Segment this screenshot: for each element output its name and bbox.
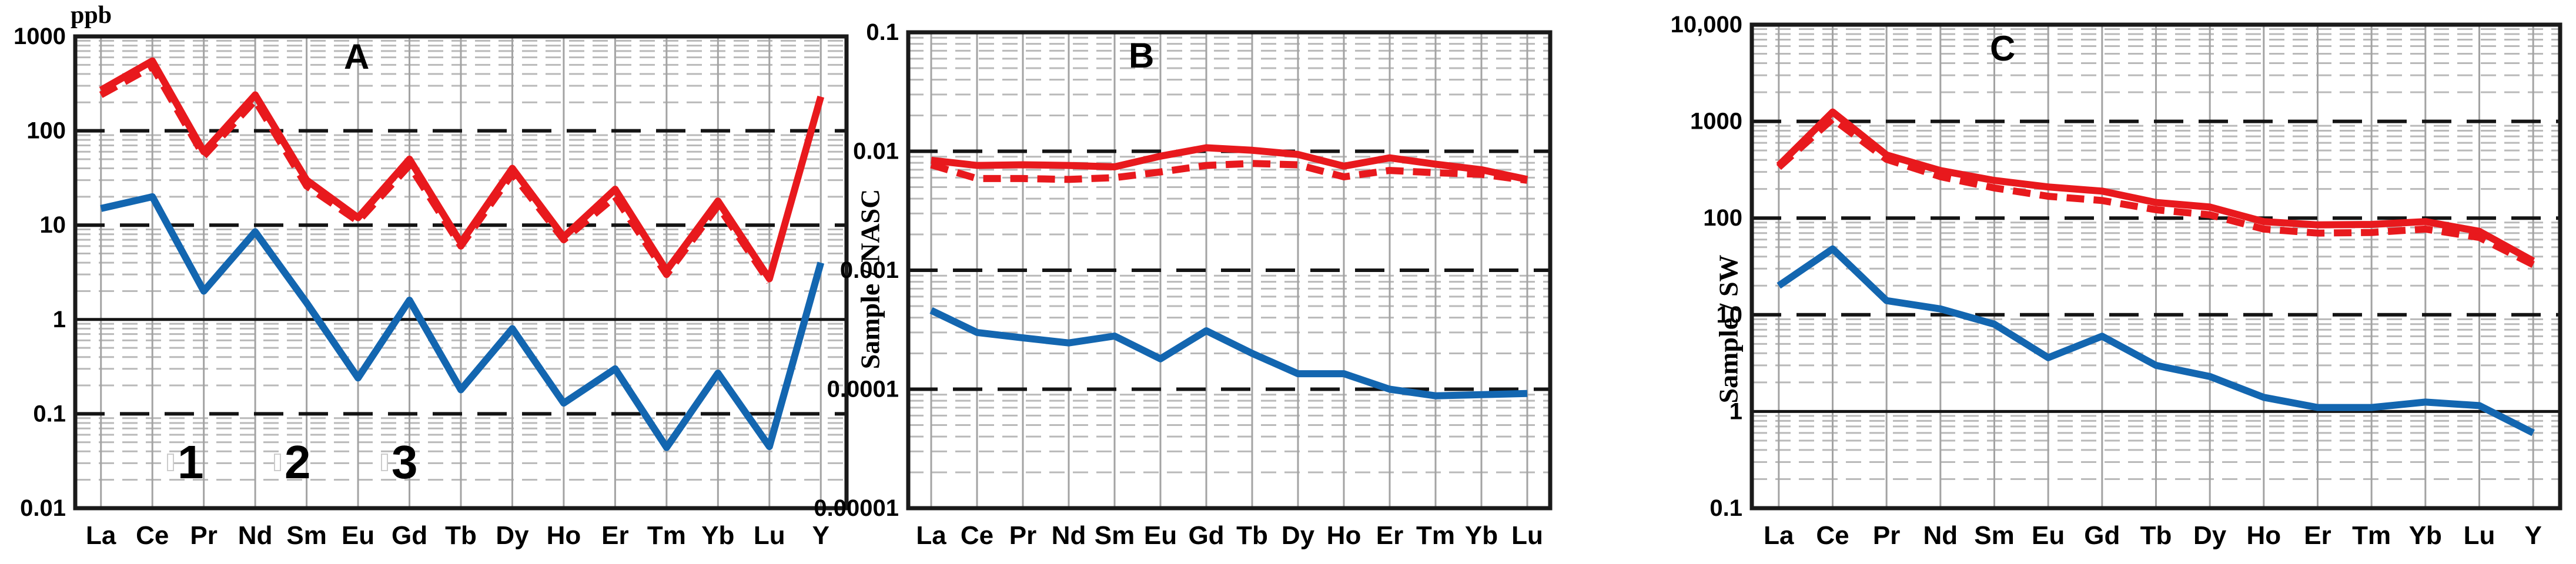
svg-text:Lu: Lu [754,521,785,550]
svg-text:Yb: Yb [701,521,734,550]
svg-text:Gd: Gd [392,521,427,550]
svg-text:1: 1 [1729,398,1742,424]
svg-text:0.001: 0.001 [840,257,899,283]
svg-text:Eu: Eu [342,521,374,550]
svg-text:Y: Y [2524,521,2541,550]
svg-text:1000: 1000 [1690,109,1742,135]
svg-text:Gd: Gd [2084,521,2120,550]
svg-text:Ho: Ho [2247,521,2281,550]
svg-text:Eu: Eu [2032,521,2065,550]
svg-text:La: La [916,521,946,550]
svg-text:0.1: 0.1 [1709,495,1742,521]
y-axis-title-panel-c: Sample / SW [1713,254,1744,404]
legend-item-series-2: 2 [274,435,311,490]
svg-text:Sm: Sm [1974,521,2014,550]
svg-text:Pr: Pr [1009,521,1036,550]
svg-text:10: 10 [1717,302,1743,328]
svg-text:Ho: Ho [547,521,581,550]
svg-text:Tb: Tb [1236,521,1268,550]
svg-text:La: La [86,521,116,550]
svg-text:Ce: Ce [961,521,993,550]
svg-text:Tm: Tm [2352,521,2391,550]
svg-text:Tm: Tm [647,521,686,550]
legend-label-1: 1 [178,436,204,488]
svg-text:Sm: Sm [1095,521,1135,550]
svg-text:Er: Er [2304,521,2331,550]
svg-text:Pr: Pr [1873,521,1900,550]
svg-text:Nd: Nd [238,521,273,550]
legend-item-series-3: 3 [381,435,418,490]
svg-text:100: 100 [1703,205,1742,231]
svg-text:0.01: 0.01 [20,495,66,521]
legend-label-3: 3 [392,436,418,488]
legend-key-box [381,454,388,471]
svg-text:Lu: Lu [2464,521,2495,550]
svg-text:Ce: Ce [136,521,169,550]
panel-label-b: B [1129,36,1155,75]
svg-text:Gd: Gd [1188,521,1224,550]
svg-text:Dy: Dy [1282,521,1315,550]
svg-text:Y: Y [812,521,829,550]
svg-text:Dy: Dy [496,521,529,550]
svg-text:Dy: Dy [2193,521,2227,550]
svg-text:0.0001: 0.0001 [827,377,899,402]
svg-text:1: 1 [53,307,66,333]
svg-text:Nd: Nd [1052,521,1086,550]
svg-text:1000: 1000 [14,24,66,49]
svg-text:100: 100 [26,118,66,144]
legend-key-box [274,454,281,471]
panel-label-a: A [344,37,370,76]
svg-text:Pr: Pr [190,521,217,550]
svg-text:Eu: Eu [1144,521,1177,550]
svg-text:Lu: Lu [1511,521,1543,550]
y-axis-title-panel-b: Sample / NASC [855,189,885,370]
legend-key-box [167,454,174,471]
svg-text:10,000: 10,000 [1671,12,1742,38]
svg-text:Er: Er [1376,521,1403,550]
svg-text:Ce: Ce [1816,521,1849,550]
panel-label-c: C [1990,29,2016,68]
legend-item-series-1: 1 [167,435,204,490]
svg-text:0.1: 0.1 [33,401,66,427]
legend-label-2: 2 [285,436,311,488]
svg-text:0.00001: 0.00001 [814,495,899,521]
svg-text:Yb: Yb [2409,521,2442,550]
y-axis-unit-label-ppb: ppb [71,2,112,29]
svg-text:Yb: Yb [1465,521,1498,550]
svg-text:La: La [1764,521,1794,550]
svg-text:Tb: Tb [445,521,477,550]
svg-text:10: 10 [40,212,66,238]
svg-text:Er: Er [601,521,628,550]
svg-text:Tb: Tb [2140,521,2172,550]
svg-text:Tm: Tm [1416,521,1455,550]
svg-text:Nd: Nd [1923,521,1958,550]
svg-text:Ho: Ho [1327,521,1361,550]
svg-text:0.01: 0.01 [853,139,899,164]
svg-text:0.1: 0.1 [866,19,899,45]
svg-text:Sm: Sm [286,521,326,550]
